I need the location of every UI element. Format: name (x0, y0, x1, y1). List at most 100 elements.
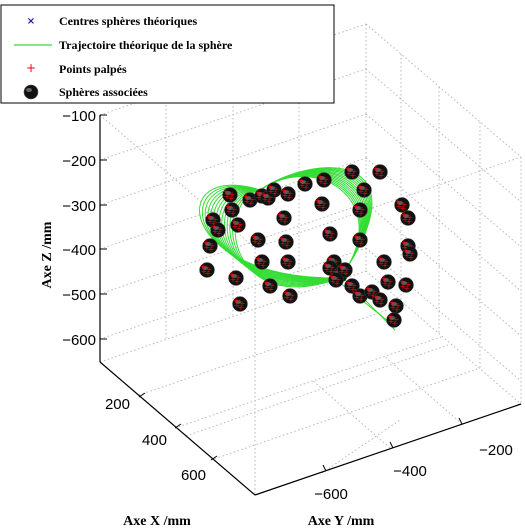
sphere: ++++ (399, 277, 414, 293)
svg-text:+: + (261, 257, 268, 266)
svg-text:+: + (239, 299, 246, 308)
sphere: ++++ (315, 196, 330, 212)
sphere: ++++ (373, 164, 388, 180)
grid-line (139, 304, 405, 395)
x-tick-label: 600 (181, 467, 206, 484)
sphere: ++++ (263, 278, 278, 294)
svg-text:+: + (229, 190, 236, 199)
grid-line (322, 420, 400, 473)
sphere: ++++ (387, 312, 402, 328)
svg-text:+: + (206, 265, 213, 274)
svg-text:+: + (409, 249, 416, 258)
grid-line (366, 24, 521, 157)
svg-text:+: + (401, 200, 408, 209)
grid-line (384, 356, 462, 424)
svg-text:+: + (323, 175, 330, 184)
grid-line (175, 337, 441, 428)
legend-marker-plus: + (26, 61, 36, 75)
sphere: ++++ (373, 292, 388, 308)
x-axis-label: Axe X /mm (123, 514, 191, 529)
sphere-markers: ++++++++++++++++++++++++++++++++++++++++… (200, 164, 418, 328)
sphere: ++++ (353, 232, 368, 248)
sphere: ++++ (223, 187, 238, 203)
sphere: ++++ (281, 254, 296, 270)
sphere: ++++ (353, 202, 368, 218)
z-tick-label: −600 (62, 332, 96, 349)
z-tick-label: −500 (62, 287, 96, 304)
legend-marker-sphere (24, 85, 38, 99)
sphere: ++++ (231, 217, 246, 233)
svg-text:+: + (285, 237, 292, 246)
y-axis-label: Axe Y /mm (308, 514, 375, 529)
z-tick-label: −100 (62, 108, 96, 125)
x-tick-label: 400 (142, 432, 167, 449)
svg-text:+: + (287, 189, 294, 198)
legend-label: Centres sphères théoriques (59, 14, 198, 28)
x-tick-label: 200 (105, 396, 130, 413)
grid-line (366, 158, 521, 291)
sphere: ++++ (279, 234, 294, 250)
sphere: ++++ (281, 186, 296, 202)
grid-line (186, 345, 448, 436)
svg-text:+: + (393, 315, 400, 324)
legend-label: Points palpés (59, 62, 127, 76)
svg-text:+: + (359, 235, 366, 244)
legend-label: Trajectoire théorique de la sphère (59, 38, 233, 52)
svg-text:+: + (359, 205, 366, 214)
svg-text:+: + (321, 199, 328, 208)
y-tick-labels: −200 −400 −600 (314, 418, 513, 503)
svg-text:+: + (395, 301, 402, 310)
svg-text:+: + (363, 185, 370, 194)
svg-text:+: + (235, 273, 242, 282)
svg-text:+: + (383, 257, 390, 266)
sphere: ++++ (203, 238, 218, 254)
svg-text:+: + (379, 295, 386, 304)
sphere: ++++ (277, 210, 292, 226)
z-axis-label: Axe Z /mm (40, 221, 55, 288)
sphere: ++++ (381, 274, 396, 290)
svg-text:+: + (287, 257, 294, 266)
sphere: ++++ (229, 270, 244, 286)
svg-text:+: + (209, 241, 216, 250)
svg-text:+: + (257, 235, 264, 244)
legend: × Centres sphères théoriques Trajectoire… (1, 5, 334, 103)
svg-text:+: + (351, 167, 358, 176)
sphere: ++++ (401, 210, 416, 226)
sphere: ++++ (403, 246, 418, 262)
legend-label: Sphères associées (59, 85, 148, 99)
sphere: ++++ (200, 262, 215, 278)
y-tick-label: −600 (314, 486, 348, 503)
svg-text:+: + (329, 229, 336, 238)
grid-line (312, 380, 390, 448)
y-tick-label: −200 (479, 442, 513, 459)
sphere: ++++ (267, 182, 282, 198)
sphere: ++++ (329, 272, 344, 288)
svg-text:+: + (237, 220, 244, 229)
svg-text:+: + (217, 225, 224, 234)
y-tick-label: −400 (393, 463, 427, 480)
z-tick-label: −300 (62, 198, 96, 215)
z-tick-label: −200 (62, 153, 96, 170)
svg-text:+: + (344, 265, 351, 274)
sphere: ++++ (323, 226, 338, 242)
sphere: ++++ (225, 202, 240, 218)
svg-text:+: + (379, 167, 386, 176)
svg-text:+: + (405, 280, 412, 289)
sphere: ++++ (345, 164, 360, 180)
sphere: ++++ (211, 222, 226, 238)
svg-text:+: + (289, 291, 296, 300)
svg-text:+: + (335, 275, 342, 284)
x-tick-labels: 200 400 600 (105, 393, 217, 484)
svg-text:+: + (387, 277, 394, 286)
grid-line (211, 369, 477, 460)
svg-text:+: + (283, 213, 290, 222)
sphere: ++++ (251, 232, 266, 248)
grid-line (366, 271, 521, 404)
svg-text:+: + (407, 213, 414, 222)
legend-marker-x: × (27, 16, 35, 27)
sphere: ++++ (298, 176, 313, 192)
svg-text:+: + (273, 185, 280, 194)
z-tick-label: −400 (62, 242, 96, 259)
sphere: ++++ (233, 296, 248, 312)
